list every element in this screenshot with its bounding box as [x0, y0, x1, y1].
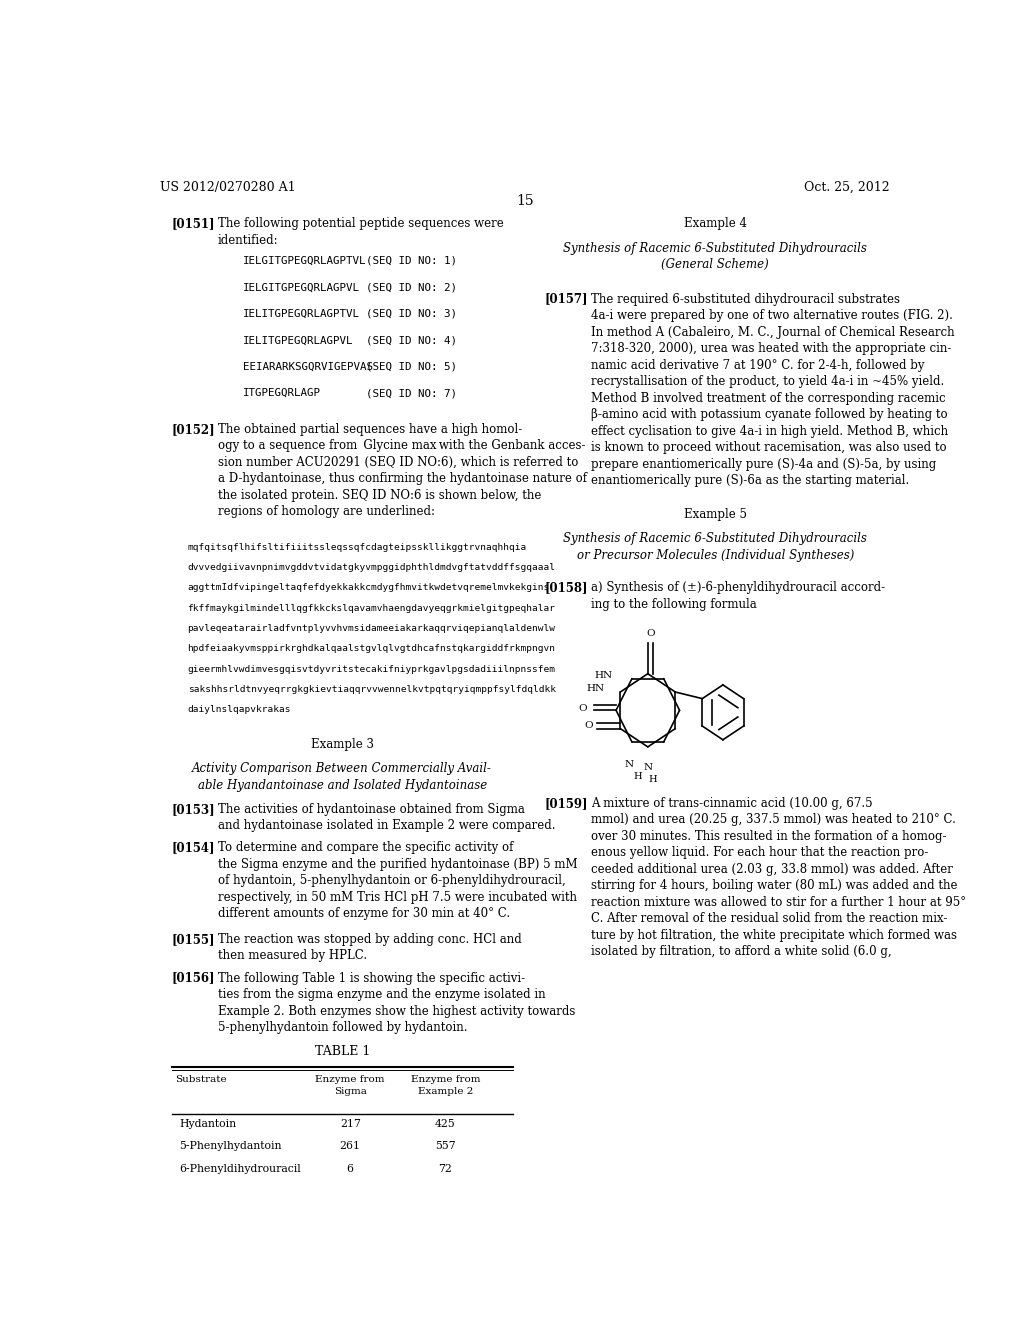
Text: 425: 425: [435, 1119, 456, 1129]
Text: Enzyme from
Sigma: Enzyme from Sigma: [315, 1076, 385, 1096]
Text: 6: 6: [347, 1164, 353, 1173]
Text: [0156]: [0156]: [172, 972, 215, 985]
Text: A mixture of trans-cinnamic acid (10.00 g, 67.5
mmol) and urea (20.25 g, 337.5 m: A mixture of trans-cinnamic acid (10.00 …: [591, 797, 966, 958]
Text: aggttmIdfvipingeltaqfefdyekkakkcmdygfhmvitkwdetvqremelmvkekgins: aggttmIdfvipingeltaqfefdyekkakkcmdygfhmv…: [187, 583, 550, 593]
Text: daiylnslqapvkrakas: daiylnslqapvkrakas: [187, 705, 291, 714]
Text: TABLE 1: TABLE 1: [314, 1044, 370, 1057]
Text: [0151]: [0151]: [172, 218, 215, 231]
Text: H: H: [633, 772, 642, 781]
Text: [0154]: [0154]: [172, 841, 215, 854]
Text: Synthesis of Racemic 6-Substituted Dihydrouracils
or Precursor Molecules (Indivi: Synthesis of Racemic 6-Substituted Dihyd…: [563, 532, 867, 562]
Text: HN: HN: [594, 671, 612, 680]
Text: 72: 72: [438, 1164, 453, 1173]
Text: Example 3: Example 3: [310, 738, 374, 751]
Text: US 2012/0270280 A1: US 2012/0270280 A1: [160, 181, 295, 194]
Text: Oct. 25, 2012: Oct. 25, 2012: [804, 181, 890, 194]
Text: Activity Comparison Between Commercially Avail-
able Hyandantoinase and Isolated: Activity Comparison Between Commercially…: [193, 762, 493, 792]
Text: The following Table 1 is showing the specific activi-
ties from the sigma enzyme: The following Table 1 is showing the spe…: [218, 972, 575, 1034]
Text: O: O: [584, 721, 593, 730]
Text: Synthesis of Racemic 6-Substituted Dihydrouracils
(General Scheme): Synthesis of Racemic 6-Substituted Dihyd…: [563, 242, 867, 271]
Text: [0158]: [0158]: [545, 581, 588, 594]
Text: (SEQ ID NO: 7): (SEQ ID NO: 7): [367, 388, 457, 399]
Text: sakshhsrldtnvyeqrrgkgkievtiaqqrvvwennelkvtpqtqryiqmppfsylfdqldkk: sakshhsrldtnvyeqrrgkgkievtiaqqrvvwennelk…: [187, 685, 555, 694]
Text: [0155]: [0155]: [172, 933, 215, 946]
Text: The obtained partial sequences have a high homol-
ogy to a sequence from  Glycin: The obtained partial sequences have a hi…: [218, 422, 587, 519]
Text: Hydantoin: Hydantoin: [179, 1119, 237, 1129]
Text: EEIARARKSGQRVIGEPVAS: EEIARARKSGQRVIGEPVAS: [243, 362, 373, 372]
Text: mqfqitsqflhifsltifiiitssleqssqfcdagteipsskllikggtrvnaqhhqia: mqfqitsqflhifsltifiiitssleqssqfcdagteips…: [187, 543, 526, 552]
Text: IELGITGPEGQRLAGPVL: IELGITGPEGQRLAGPVL: [243, 282, 360, 293]
Text: (SEQ ID NO: 4): (SEQ ID NO: 4): [367, 335, 457, 346]
Text: The reaction was stopped by adding conc. HCl and
then measured by HPLC.: The reaction was stopped by adding conc.…: [218, 933, 521, 962]
Text: The following potential peptide sequences were
identified:: The following potential peptide sequence…: [218, 218, 504, 247]
Text: fkffmaykgilmindelllqgfkkckslqavamvhaengdavyeqgrkmielgitgpeqhalar: fkffmaykgilmindelllqgfkkckslqavamvhaengd…: [187, 603, 555, 612]
Text: 557: 557: [435, 1142, 456, 1151]
Text: [0152]: [0152]: [172, 422, 215, 436]
Text: 217: 217: [340, 1119, 360, 1129]
Text: (SEQ ID NO: 1): (SEQ ID NO: 1): [367, 256, 457, 265]
Text: O: O: [579, 704, 588, 713]
Text: IELGITGPEGQRLAGPTVL: IELGITGPEGQRLAGPTVL: [243, 256, 367, 265]
Text: hpdfeiaakyvmsppirkrghdkalqaalstgvlqlvgtdhcafnstqkargiddfrkmpngvn: hpdfeiaakyvmsppirkrghdkalqaalstgvlqlvgtd…: [187, 644, 555, 653]
Text: N: N: [643, 763, 652, 772]
Text: (SEQ ID NO: 3): (SEQ ID NO: 3): [367, 309, 457, 319]
Text: IELITGPEGQRLAGPVL: IELITGPEGQRLAGPVL: [243, 335, 353, 346]
Text: The required 6-substituted dihydrouracil substrates
4a-i were prepared by one of: The required 6-substituted dihydrouracil…: [591, 293, 954, 487]
Text: a) Synthesis of (±)-6-phenyldihydrouracil accord-
ing to the following formula: a) Synthesis of (±)-6-phenyldihydrouraci…: [591, 581, 885, 611]
Text: N: N: [625, 760, 634, 770]
Text: ITGPEGQRLAGP: ITGPEGQRLAGP: [243, 388, 322, 399]
Text: (SEQ ID NO: 2): (SEQ ID NO: 2): [367, 282, 457, 293]
Text: 5-Phenylhydantoin: 5-Phenylhydantoin: [179, 1142, 282, 1151]
Text: The activities of hydantoinase obtained from Sigma
and hydantoinase isolated in : The activities of hydantoinase obtained …: [218, 803, 555, 833]
Text: (SEQ ID NO: 5): (SEQ ID NO: 5): [367, 362, 457, 372]
Text: To determine and compare the specific activity of
the Sigma enzyme and the purif: To determine and compare the specific ac…: [218, 841, 578, 920]
Text: [0157]: [0157]: [545, 293, 588, 305]
Text: Substrate: Substrate: [176, 1076, 227, 1084]
Text: O: O: [646, 630, 654, 638]
Text: dvvvedgiivavnpnimvgddvtvidatgkyvmpggidphthldmdvgftatvddffsgqaaal: dvvvedgiivavnpnimvgddvtvidatgkyvmpggidph…: [187, 562, 555, 572]
Text: [0153]: [0153]: [172, 803, 215, 816]
Text: gieermhlvwdimvesgqisvtdyvritstecakifniyprkgavlpgsdadiiilnpnssfem: gieermhlvwdimvesgqisvtdyvritstecakifniyp…: [187, 664, 555, 673]
Text: H: H: [648, 775, 656, 784]
Text: Enzyme from
Example 2: Enzyme from Example 2: [411, 1076, 480, 1096]
Text: [0159]: [0159]: [545, 797, 588, 809]
Text: pavleqeatarairladfvntplyvvhvmsidameeiakarkaqqrviqepianqlaldenwlw: pavleqeatarairladfvntplyvvhvmsidameeiaka…: [187, 624, 555, 632]
Text: IELITGPEGQRLAGPTVL: IELITGPEGQRLAGPTVL: [243, 309, 360, 319]
Text: 261: 261: [340, 1142, 360, 1151]
Text: Example 4: Example 4: [684, 218, 746, 231]
Text: 6-Phenyldihydrouracil: 6-Phenyldihydrouracil: [179, 1164, 301, 1173]
Text: 15: 15: [516, 194, 534, 209]
Text: HN: HN: [587, 685, 604, 693]
Text: Example 5: Example 5: [684, 508, 746, 521]
